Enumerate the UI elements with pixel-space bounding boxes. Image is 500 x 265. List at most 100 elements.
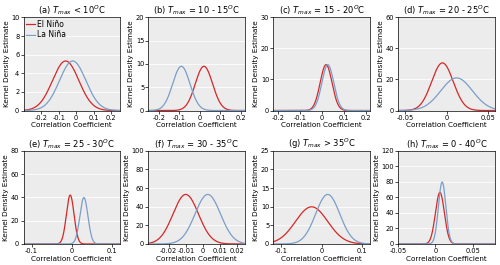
Y-axis label: Kernel Density Estimate: Kernel Density Estimate xyxy=(254,21,260,107)
La Niña xyxy=(65,242,71,246)
La Niña xyxy=(239,241,245,244)
Title: (g) $T_{max}$ > 35$^{O}$C: (g) $T_{max}$ > 35$^{O}$C xyxy=(288,136,356,151)
El Niño xyxy=(190,90,196,93)
El Niño xyxy=(315,92,321,95)
El Niño xyxy=(62,59,68,63)
Y-axis label: Kernel Density Estimate: Kernel Density Estimate xyxy=(374,154,380,241)
El Niño xyxy=(318,80,324,83)
Y-axis label: Kernel Density Estimate: Kernel Density Estimate xyxy=(124,154,130,241)
La Niña xyxy=(68,242,73,245)
El Niño xyxy=(489,242,495,246)
Line: La Niña: La Niña xyxy=(24,197,120,244)
X-axis label: Correlation Coefficient: Correlation Coefficient xyxy=(32,122,112,128)
El Niño xyxy=(150,109,156,112)
Line: El Niño: El Niño xyxy=(24,195,120,244)
Line: El Niño: El Niño xyxy=(24,61,120,111)
El Niño xyxy=(114,109,120,112)
Title: (c) $T_{max}$ = 15 - 20$^{O}$C: (c) $T_{max}$ = 15 - 20$^{O}$C xyxy=(278,3,365,17)
La Niña xyxy=(440,181,446,184)
La Niña xyxy=(20,242,26,246)
La Niña xyxy=(242,109,248,112)
El Niño xyxy=(67,193,73,197)
La Niña xyxy=(324,193,330,196)
La Niña xyxy=(150,242,156,246)
La Niña xyxy=(346,233,352,236)
La Niña xyxy=(96,242,102,246)
El Niño xyxy=(117,242,123,246)
El Niño xyxy=(96,107,102,110)
El Niño xyxy=(146,109,152,112)
Line: El Niño: El Niño xyxy=(148,66,245,111)
El Niño xyxy=(183,193,189,196)
La Niña xyxy=(442,84,448,87)
La Niña xyxy=(492,107,498,111)
La Niña xyxy=(68,60,73,63)
X-axis label: Correlation Coefficient: Correlation Coefficient xyxy=(406,122,487,128)
La Niña xyxy=(150,109,156,112)
X-axis label: Correlation Coefficient: Correlation Coefficient xyxy=(282,255,362,262)
La Niña xyxy=(114,242,120,246)
X-axis label: Correlation Coefficient: Correlation Coefficient xyxy=(406,255,487,262)
X-axis label: Correlation Coefficient: Correlation Coefficient xyxy=(156,255,237,262)
La Niña xyxy=(276,242,281,246)
El Niño xyxy=(114,242,120,246)
El Niño xyxy=(270,240,276,243)
La Niña xyxy=(472,242,478,246)
Line: La Niña: La Niña xyxy=(148,66,245,111)
La Niña xyxy=(364,242,370,245)
La Niña xyxy=(315,207,321,210)
La Niña xyxy=(146,242,152,246)
Line: El Niño: El Niño xyxy=(274,207,370,244)
Line: La Niña: La Niña xyxy=(274,195,370,244)
X-axis label: Correlation Coefficient: Correlation Coefficient xyxy=(156,122,237,128)
El Niño xyxy=(20,242,26,246)
El Niño xyxy=(65,60,71,63)
El Niño xyxy=(396,242,402,246)
El Niño xyxy=(26,242,32,246)
La Niña xyxy=(114,109,120,112)
La Niña xyxy=(192,211,198,215)
El Niño xyxy=(190,200,196,203)
Line: El Niño: El Niño xyxy=(398,192,495,244)
La Niña xyxy=(81,196,87,199)
La Niña xyxy=(489,106,495,109)
La Niña xyxy=(400,242,406,246)
X-axis label: Correlation Coefficient: Correlation Coefficient xyxy=(32,255,112,262)
El Niño xyxy=(489,242,495,246)
La Niña xyxy=(26,242,32,246)
El Niño xyxy=(242,109,248,112)
El Niño xyxy=(276,109,281,112)
La Niña xyxy=(240,109,246,112)
La Niña xyxy=(222,222,228,225)
La Niña xyxy=(364,242,370,245)
El Niño xyxy=(364,109,370,112)
La Niña xyxy=(439,180,445,184)
La Niña xyxy=(400,109,406,112)
El Niño xyxy=(437,191,443,194)
El Niño xyxy=(114,242,120,246)
El Niño xyxy=(192,205,198,209)
La Niña xyxy=(190,218,196,221)
La Niña xyxy=(367,242,373,245)
El Niño xyxy=(308,205,314,208)
Line: La Niña: La Niña xyxy=(24,61,120,111)
La Niña xyxy=(242,242,248,245)
Line: El Niño: El Niño xyxy=(148,195,245,244)
El Niño xyxy=(270,109,276,112)
El Niño xyxy=(323,63,329,66)
El Niño xyxy=(440,200,446,204)
El Niño xyxy=(68,63,73,66)
La Niña xyxy=(276,109,281,112)
La Niña xyxy=(70,59,75,63)
El Niño xyxy=(442,218,448,221)
La Niña xyxy=(96,103,102,106)
El Niño xyxy=(240,109,246,112)
Title: (h) $T_{max}$ = 0 - 40$^{O}$C: (h) $T_{max}$ = 0 - 40$^{O}$C xyxy=(406,137,487,151)
La Niña xyxy=(26,109,32,112)
La Niña xyxy=(396,242,402,246)
La Niña xyxy=(489,106,495,109)
El Niño xyxy=(114,109,120,112)
El Niño xyxy=(364,109,370,112)
El Niño xyxy=(400,109,406,112)
El Niño xyxy=(96,242,102,246)
